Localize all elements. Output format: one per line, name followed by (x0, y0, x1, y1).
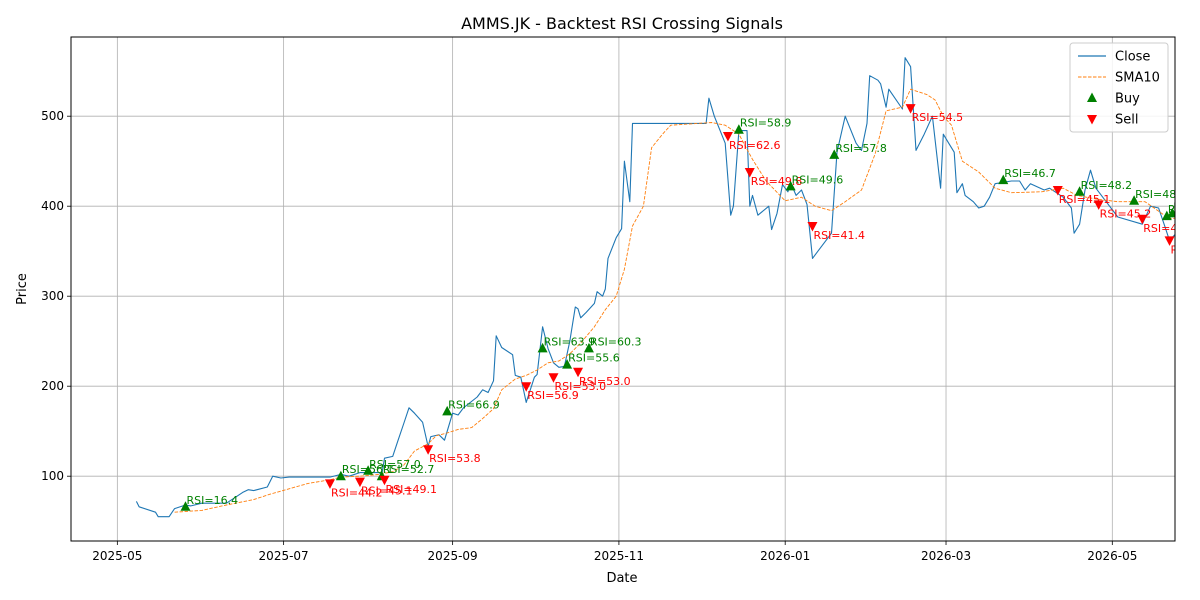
sell-signal-label: RSI=41.4 (813, 229, 865, 242)
buy-marker (1074, 186, 1085, 196)
legend-label: Close (1115, 50, 1150, 65)
axis-layer: 2025-05 2025-07 2025-09 2025-11 2026-01 2026-… (41, 109, 1137, 563)
sma10-line (174, 88, 1175, 513)
buy-marker (537, 342, 548, 353)
sell-marker (1164, 236, 1175, 246)
x-tick-label: 2026-05 (1087, 549, 1137, 563)
x-tick-label: 2025-09 (428, 549, 478, 563)
buy-marker (1129, 195, 1140, 205)
sell-signal-label: RSI=54.5 (912, 111, 964, 124)
plot-frame (70, 36, 1176, 542)
sell-signal-label: RSI=53.0 (554, 380, 606, 393)
legend-buy-swatch (1087, 92, 1097, 102)
buy-signal-label: RSI=63.9 (544, 335, 596, 348)
buy-marker (998, 174, 1009, 185)
buy-signal-label: RSI=57.8 (835, 142, 887, 155)
sell-marker (1093, 200, 1104, 210)
sell-marker (722, 132, 733, 142)
signal-layer: RSI=16.4RSI=44.2RSI=56.1RSI=45.1RSI=57.0… (180, 104, 1200, 511)
chart-title: AMMS.JK - Backtest RSI Crossing Signals (461, 14, 783, 33)
sell-signal-label: RSI=53.8 (429, 452, 481, 465)
buy-signal-label: RSI=16.4 (186, 494, 238, 507)
sell-signal-label: RSI=40.3 (1171, 243, 1200, 256)
plot-clip-group: RSI=16.4RSI=44.2RSI=56.1RSI=45.1RSI=57.0… (135, 57, 1200, 518)
sell-signal-label: RSI=44.2 (331, 486, 383, 499)
y-tick-label: 100 (41, 469, 64, 483)
buy-signal-label: RSI=57.0 (369, 458, 421, 471)
legend: Close SMA10 Buy Sell (1069, 42, 1169, 133)
x-tick-label: 2026-03 (921, 549, 971, 563)
sell-marker (905, 104, 916, 114)
sell-signal-label: RSI=56.9 (527, 389, 579, 402)
sell-marker (324, 479, 335, 489)
buy-signal-label: RSI=49.6 (792, 173, 844, 186)
buy-signal-label: RSI=46.7 (1004, 167, 1056, 180)
y-tick-label: 200 (41, 379, 64, 393)
sell-signal-label: RSI=45.1 (1059, 193, 1111, 206)
sell-signal-label: RSI=53.0 (579, 375, 631, 388)
x-tick-label: 2025-11 (594, 549, 644, 563)
y-axis-label: Price (15, 273, 30, 305)
buy-signal-label: RSI=48.0 (1135, 188, 1187, 201)
sell-marker (573, 367, 584, 378)
legend-label: SMA10 (1115, 71, 1160, 86)
legend-label: Sell (1115, 113, 1138, 128)
sell-signal-label: RSI=45.1 (361, 485, 413, 498)
buy-marker (1161, 210, 1172, 221)
buy-signal-label: RSI=55.6 (568, 352, 620, 365)
buy-marker (335, 470, 346, 481)
legend-sell-swatch (1087, 115, 1097, 125)
sell-marker (354, 477, 365, 488)
buy-marker (785, 180, 796, 191)
y-tick-label: 400 (41, 199, 64, 213)
series-layer (135, 57, 1175, 518)
x-tick-label: 2025-07 (259, 549, 309, 563)
x-tick-label: 2026-01 (760, 549, 810, 563)
grid-layer (71, 37, 1175, 541)
buy-marker (829, 149, 840, 159)
buy-marker (363, 465, 374, 475)
buy-signal-label: RSI=48.2 (1081, 179, 1133, 192)
sell-signal-label: RSI=42.9 (1143, 222, 1195, 235)
sell-marker (548, 373, 559, 383)
sell-marker (423, 445, 434, 455)
sell-signal-label: RSI=49.1 (385, 483, 437, 496)
y-tick-label: 300 (41, 289, 64, 303)
sell-marker (807, 222, 818, 232)
sell-signal-label: RSI=62.6 (729, 139, 781, 152)
buy-marker (442, 405, 453, 416)
legend-box (1069, 42, 1169, 133)
sell-marker (1137, 214, 1148, 225)
close-price-line (135, 57, 1175, 518)
sell-marker (1052, 186, 1063, 196)
y-tick-label: 500 (41, 109, 64, 123)
buy-signal-label: RSI=52.7 (383, 463, 435, 476)
buy-marker (180, 501, 191, 511)
buy-signal-label: RSI=66.9 (448, 398, 500, 411)
sell-signal-label: RSI=45.2 (1100, 207, 1152, 220)
buy-marker (562, 359, 573, 369)
sell-marker (379, 475, 390, 486)
buy-marker (583, 342, 594, 353)
buy-signal-label: RSI=49.5 (1173, 200, 1200, 213)
x-tick-label: 2025-05 (92, 549, 142, 563)
sell-marker (521, 382, 532, 392)
buy-marker (1167, 207, 1175, 218)
sell-marker (744, 168, 755, 178)
buy-marker (733, 124, 744, 134)
legend-label: Buy (1115, 92, 1140, 107)
buy-signal-label: RSI=60.3 (590, 335, 642, 348)
x-axis-label: Date (606, 571, 637, 586)
buy-signal-label: RSI=58.9 (740, 117, 792, 130)
